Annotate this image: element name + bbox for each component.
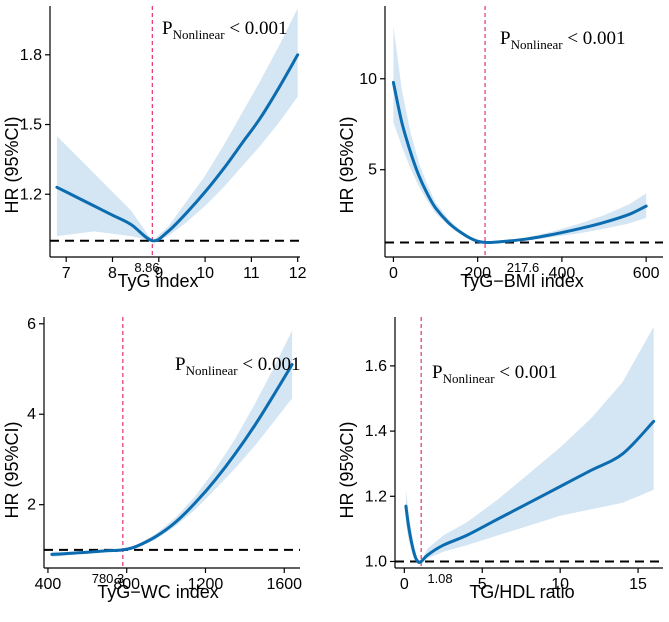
tygwc-x-tick-label: 400 bbox=[35, 576, 62, 593]
tghdl-p-main: P bbox=[432, 362, 443, 383]
tyg-y-axis-title: HR (95%CI) bbox=[2, 116, 22, 213]
tygwc-y-tick-label: 2 bbox=[27, 497, 36, 514]
tygbmi-x-tick-label: 400 bbox=[549, 265, 576, 282]
tghdl-y-tick-label: 1.0 bbox=[365, 553, 387, 570]
tghdl-hr-curve bbox=[404, 419, 656, 565]
tygwc-x-axis-title: TyG−WC index bbox=[97, 582, 219, 602]
tygbmi-ref-value-label: 217.6 bbox=[507, 260, 540, 275]
tyg-ticks: 7 8 9 10 11 12 1.2 1.5 1.8 bbox=[20, 47, 307, 282]
panel-tyg-bmi-index: 0 200 400 600 5 10 TyG−BMI index HR (95%CI) 2… bbox=[337, 6, 663, 291]
tygwc-ticks: 400 800 1200 1600 2 4 6 bbox=[27, 316, 302, 593]
tghdl-x-axis-title: TG/HDL ratio bbox=[469, 582, 574, 602]
tygbmi-hr-curve bbox=[391, 80, 648, 245]
tghdl-x-tick-label: 5 bbox=[478, 576, 487, 593]
tygwc-p-value: < 0.001 bbox=[238, 354, 301, 375]
panel-tg-hdl-ratio: 0 5 10 15 1.0 1.2 1.4 1.6 TG/HDL ratio HR (95%C… bbox=[337, 317, 663, 602]
tyg-ref-value-label: 8.86 bbox=[134, 260, 159, 275]
tygwc-ref-value-label: 780.3 bbox=[92, 571, 125, 586]
tygwc-y-tick-label: 4 bbox=[27, 406, 36, 423]
tygbmi-x-tick-label: 600 bbox=[633, 265, 660, 282]
tghdl-x-tick-label: 10 bbox=[551, 576, 569, 593]
tyg-x-tick-label: 8 bbox=[108, 265, 117, 282]
tygwc-x-tick-label: 1200 bbox=[188, 576, 224, 593]
tygwc-x-tick-label: 1600 bbox=[266, 576, 302, 593]
tygwc-x-tick-label: 800 bbox=[113, 576, 140, 593]
tghdl-y-axis-title: HR (95%CI) bbox=[337, 421, 357, 518]
tygbmi-y-tick-label: 5 bbox=[368, 162, 377, 179]
tyg-p-nonlinear-annotation: PNonlinear < 0.001 bbox=[162, 18, 288, 42]
tyg-x-tick-label: 12 bbox=[289, 265, 307, 282]
tygwc-clipped-marks bbox=[44, 317, 300, 568]
tyg-confidence-band bbox=[56, 8, 298, 241]
tghdl-y-tick-label: 1.6 bbox=[365, 358, 387, 375]
tygbmi-p-nonlinear-annotation: PNonlinear < 0.001 bbox=[500, 28, 626, 52]
tyg-hr-curve bbox=[55, 53, 300, 243]
tghdl-p-subscript: Nonlinear bbox=[443, 371, 496, 386]
tyg-x-tick-label: 7 bbox=[62, 265, 71, 282]
tyg-y-tick-label: 1.8 bbox=[20, 47, 42, 64]
tygbmi-x-tick-label: 200 bbox=[464, 265, 491, 282]
tygbmi-ticks: 0 200 400 600 5 10 bbox=[359, 71, 659, 282]
tygbmi-p-value: < 0.001 bbox=[563, 28, 626, 49]
tygwc-p-main: P bbox=[175, 354, 186, 375]
tyg-x-tick-label: 11 bbox=[243, 265, 260, 282]
tyg-y-tick-label: 1.5 bbox=[20, 117, 42, 134]
tyg-p-value: < 0.001 bbox=[225, 18, 288, 39]
tygbmi-p-main: P bbox=[500, 28, 511, 49]
tghdl-y-tick-label: 1.4 bbox=[365, 423, 387, 440]
tyg-x-axis-title: TyG index bbox=[117, 271, 198, 291]
tygwc-hr-curve bbox=[50, 363, 294, 556]
tghdl-plot-area bbox=[395, 317, 663, 568]
tghdl-ticks: 0 5 10 15 1.0 1.2 1.4 1.6 bbox=[365, 358, 647, 593]
tyg-plot-area bbox=[50, 6, 300, 257]
panel-tyg-index: 7 8 9 10 11 121.21.51.8 TyG index HR (95%CI) … bbox=[2, 6, 307, 291]
tyg-x-tick-label: 10 bbox=[196, 265, 214, 282]
tghdl-p-nonlinear-annotation: PNonlinear < 0.001 bbox=[432, 362, 558, 386]
tygbmi-y-tick-label: 10 bbox=[359, 71, 377, 88]
tghdl-clipped-marks bbox=[395, 317, 663, 568]
tygwc-y-tick-label: 6 bbox=[27, 316, 36, 333]
tyg-y-tick-label: 1.2 bbox=[20, 186, 42, 203]
tygbmi-y-axis-title: HR (95%CI) bbox=[337, 116, 357, 213]
tghdl-x-tick-label: 15 bbox=[629, 576, 647, 593]
tghdl-y-tick-label: 1.2 bbox=[365, 488, 387, 505]
panel-tyg-wc-index: 400 800 1200 1600 2 4 6 TyG−WC index HR (95%CI… bbox=[2, 316, 302, 602]
tygbmi-plot-area bbox=[385, 6, 663, 257]
tghdl-confidence-band bbox=[405, 326, 654, 564]
tygwc-y-axis-title: HR (95%CI) bbox=[2, 421, 22, 518]
tghdl-ref-value-label: 1.08 bbox=[427, 571, 452, 586]
tyg-x-tick-label: 9 bbox=[154, 265, 163, 282]
tyg-clipped-marks bbox=[50, 6, 300, 257]
tyg-p-subscript: Nonlinear bbox=[173, 27, 226, 42]
tygbmi-p-subscript: Nonlinear bbox=[511, 37, 564, 52]
tghdl-p-value: < 0.001 bbox=[495, 362, 558, 383]
tygbmi-clipped-marks bbox=[385, 6, 663, 257]
tygbmi-x-axis-title: TyG−BMI index bbox=[460, 271, 584, 291]
tygwc-p-subscript: Nonlinear bbox=[186, 363, 239, 378]
tygwc-p-nonlinear-annotation: PNonlinear < 0.001 bbox=[175, 354, 301, 378]
tygbmi-confidence-band bbox=[393, 26, 647, 243]
tygwc-plot-area bbox=[44, 317, 300, 568]
tygbmi-x-tick-label: 0 bbox=[389, 265, 398, 282]
tyg-p-main: P bbox=[162, 18, 173, 39]
tghdl-x-tick-label: 0 bbox=[400, 576, 409, 593]
